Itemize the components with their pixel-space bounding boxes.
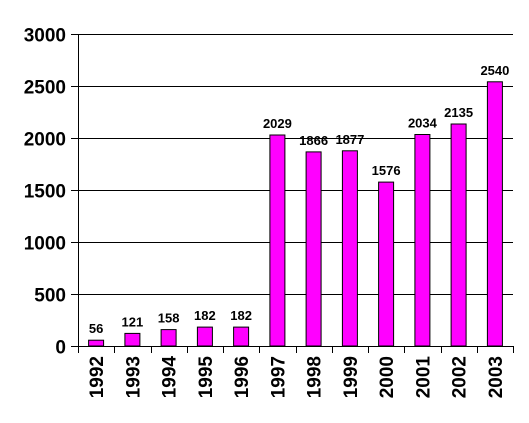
data-label-1998: 1866 [299, 133, 328, 148]
bar-1996 [233, 326, 250, 347]
bar-2000 [378, 181, 395, 347]
ytick-label-0: 0 [55, 338, 66, 359]
data-label-2001: 2034 [408, 116, 438, 131]
xtick-label-1999: 1999 [341, 356, 362, 398]
data-label-2002: 2135 [444, 105, 473, 120]
data-label-1996: 182 [230, 308, 252, 323]
xtick-label-2000: 2000 [377, 356, 398, 398]
bar-1993 [124, 332, 141, 347]
gridlines [78, 34, 513, 295]
xtick-label-1998: 1998 [305, 356, 326, 398]
data-labels: 56 121 158 182 182 2029 1866 1877 1576 2034 2135 25… [89, 63, 509, 336]
data-label-2000: 1576 [372, 163, 401, 178]
xtick-label-1995: 1995 [196, 356, 217, 399]
x-axis-ticks: 1992 1993 1994 1995 1996 1997 1998 1999 2000 2001… [78, 346, 514, 399]
data-label-2003: 2540 [480, 63, 509, 78]
xtick-label-1992: 1992 [87, 356, 108, 398]
ytick-label-2000: 2000 [24, 130, 66, 151]
ytick-label-2500: 2500 [24, 78, 66, 99]
bar-1999 [341, 150, 358, 347]
xtick-label-2003: 2003 [486, 356, 507, 398]
xtick-label-2001: 2001 [413, 356, 434, 399]
bars [88, 81, 503, 347]
data-label-1995: 182 [194, 308, 216, 323]
xtick-label-1997: 1997 [268, 356, 289, 398]
bar-2003 [486, 81, 503, 347]
bar-2001 [414, 134, 431, 347]
bar-1995 [196, 326, 213, 347]
data-label-1994: 158 [158, 311, 180, 326]
bar-1997 [269, 134, 286, 347]
data-label-1992: 56 [89, 321, 103, 336]
xtick-label-1993: 1993 [123, 356, 144, 398]
bar-1994 [160, 329, 177, 347]
axes [78, 34, 513, 347]
bar-1998 [305, 151, 322, 347]
data-label-1999: 1877 [335, 132, 364, 147]
bar-1992 [88, 339, 105, 347]
data-label-1997: 2029 [263, 116, 292, 131]
xtick-label-1996: 1996 [232, 356, 253, 398]
data-label-1993: 121 [122, 314, 144, 329]
xtick-label-2002: 2002 [450, 356, 471, 398]
ytick-label-500: 500 [34, 286, 66, 307]
y-axis-ticks: 0 500 1000 1500 2000 2500 3000 [24, 26, 78, 359]
ytick-label-1000: 1000 [24, 234, 66, 255]
ytick-label-1500: 1500 [24, 182, 66, 203]
bar-2002 [450, 123, 467, 347]
xtick-label-1994: 1994 [160, 356, 181, 399]
ytick-label-3000: 3000 [24, 26, 66, 47]
